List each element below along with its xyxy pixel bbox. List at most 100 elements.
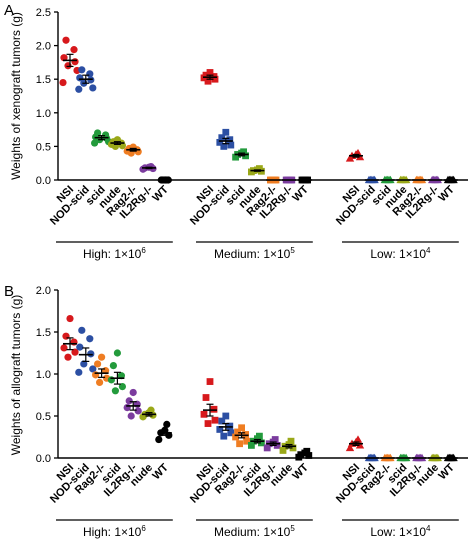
data-point [118, 383, 126, 391]
data-point [109, 362, 117, 370]
data-point [248, 168, 255, 176]
data-point [295, 453, 303, 461]
data-point [263, 444, 271, 452]
data-point [94, 360, 102, 368]
series-rag2 [412, 175, 427, 184]
data-point [289, 444, 297, 452]
panel-a-y-ticks: 0.0 0.5 1.0 1.5 2.0 2.5 [36, 7, 58, 187]
data-point [243, 437, 250, 445]
series-il2rg [282, 176, 296, 184]
data-point [211, 75, 219, 83]
data-point [127, 412, 135, 420]
group-label-exponent: 4 [426, 246, 431, 255]
y-tick-label: 2.0 [36, 41, 51, 53]
group-label-exponent: 6 [141, 246, 146, 255]
series-nodscid [364, 175, 379, 184]
data-point [204, 420, 212, 427]
data-point [355, 152, 365, 161]
group-label-exponent: 6 [141, 524, 146, 533]
data-point [87, 350, 95, 358]
series-nude [107, 136, 126, 150]
series-nude [279, 437, 297, 454]
data-point [216, 138, 224, 146]
series-wt [297, 176, 312, 184]
series-nsi [60, 314, 79, 361]
series-scid [107, 349, 126, 395]
data-point [226, 422, 234, 430]
data-point [111, 387, 119, 395]
data-point [107, 376, 115, 384]
data-point [64, 353, 72, 361]
data-point [98, 353, 106, 361]
data-point [86, 70, 94, 78]
y-tick-label: 0.0 [36, 175, 51, 187]
series-nude [248, 165, 265, 176]
group-label: Low: 1×104 [370, 246, 431, 261]
series-wt [157, 176, 172, 184]
data-point [216, 426, 224, 433]
data-point [76, 343, 84, 351]
data-point [59, 78, 67, 87]
y-tick-label: 0.0 [36, 453, 51, 465]
data-point [236, 440, 243, 448]
series-rag2 [266, 176, 281, 184]
data-point [234, 428, 241, 436]
y-tick-label: 1.0 [36, 108, 51, 120]
series-rag2 [123, 143, 142, 157]
y-tick-label: 0.5 [36, 411, 51, 423]
data-point [155, 435, 163, 444]
data-point [226, 136, 234, 144]
series-wt [295, 447, 313, 461]
data-point [301, 449, 309, 457]
series-rag2 [92, 353, 111, 386]
series-nsi [345, 148, 365, 162]
data-point [96, 378, 104, 386]
y-tick-label: 0.5 [36, 141, 51, 153]
data-point [206, 378, 214, 385]
data-point [78, 326, 86, 334]
series-nsi [200, 378, 219, 427]
data-point [70, 338, 78, 346]
data-point [149, 411, 157, 419]
category-label: WT [150, 183, 171, 204]
data-point [113, 349, 121, 357]
data-point [200, 410, 208, 418]
data-point [89, 365, 97, 373]
data-point [129, 388, 137, 397]
series-scid [396, 453, 411, 462]
series-nodscid [216, 128, 235, 150]
panel-a-label: A [4, 2, 14, 19]
group-label: Medium: 1×105 [214, 524, 295, 539]
series-nodscid [216, 412, 235, 440]
data-point [78, 66, 86, 74]
series-il2rg [428, 175, 442, 184]
category-label: WT [436, 461, 457, 482]
panel-b-label: B [4, 283, 14, 300]
group-label-exponent: 4 [426, 524, 431, 533]
y-tick-label: 2.5 [36, 7, 51, 19]
y-tick-label: 1.5 [36, 74, 51, 86]
data-point [62, 36, 70, 44]
data-point [71, 348, 79, 356]
series-nodscid [364, 453, 379, 462]
y-tick-label: 2.0 [36, 285, 51, 297]
series-nsi [345, 435, 365, 452]
data-point [125, 397, 133, 405]
data-point [242, 152, 249, 160]
data-point [232, 433, 239, 441]
data-point [60, 54, 68, 62]
series-wt [443, 453, 458, 462]
data-point [80, 360, 88, 368]
data-point [220, 143, 228, 150]
data-point [254, 435, 261, 443]
panel-b-ylabel: Weights of allograft tumors (g) [9, 295, 23, 456]
data-point [222, 412, 230, 420]
panel-a-ylabel: Weights of xenograft tumors (g) [9, 12, 23, 180]
data-point [232, 153, 239, 161]
group-label: High: 1×106 [83, 246, 146, 261]
y-tick-label: 1.5 [36, 327, 51, 339]
data-point [345, 443, 355, 452]
panel-b-marks: NSINOD-scidRag2-/-scidIL2Rg-/-nudeWTHigh… [48, 314, 459, 539]
data-point [66, 314, 74, 323]
series-il2rg [412, 453, 427, 462]
